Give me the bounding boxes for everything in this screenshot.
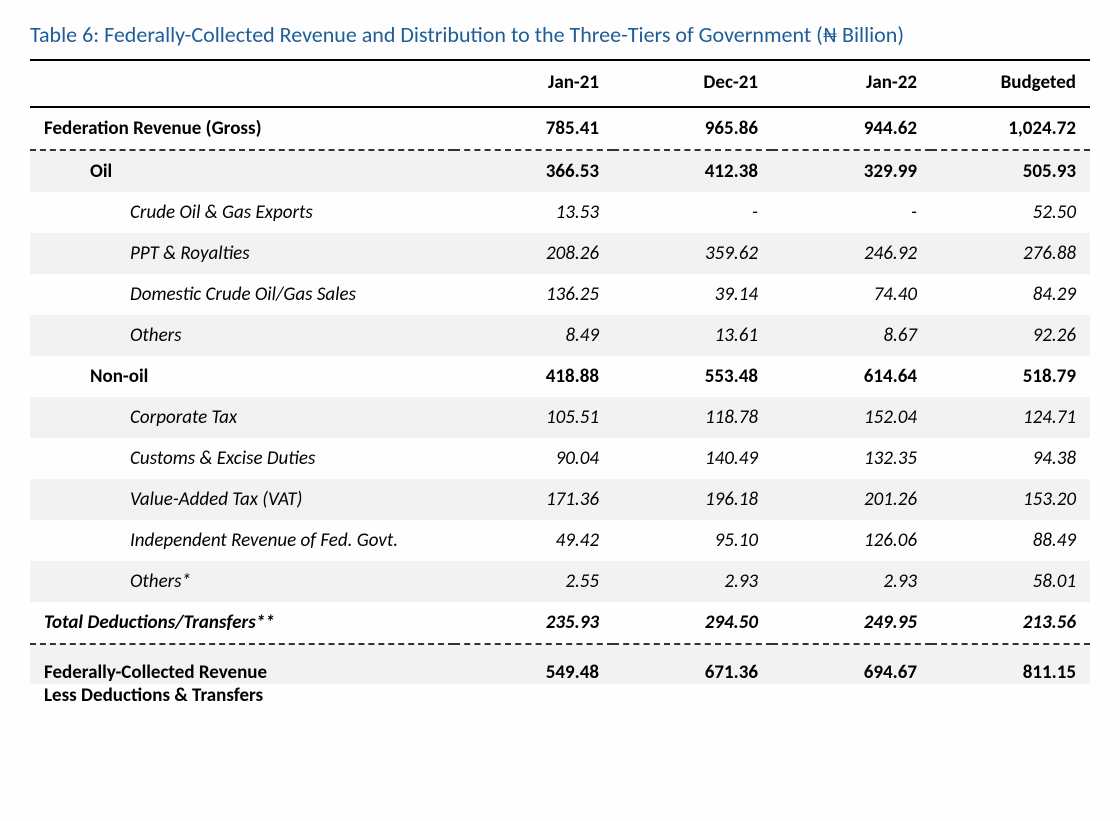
cell-value: 785.41 [454,107,613,150]
row-vat: Value-Added Tax (VAT) 171.36 196.18 201.… [30,479,1090,520]
cell-label: Others* [30,561,454,602]
cell-value: 88.49 [931,520,1090,561]
cell-value: 2.93 [772,561,931,602]
header-dec21: Dec-21 [613,60,772,107]
cell-value: 944.62 [772,107,931,150]
cell-value: 58.01 [931,561,1090,602]
cell-value: 105.51 [454,397,613,438]
cell-label: Others [30,315,454,356]
cell-value: 124.71 [931,397,1090,438]
cell-label: Total Deductions/Transfers** [30,602,454,644]
cell-value: 1,024.72 [931,107,1090,150]
cell-value: 152.04 [772,397,931,438]
row-oil: Oil 366.53 412.38 329.99 505.93 [30,150,1090,192]
cell-value: 84.29 [931,274,1090,315]
cell-label: Federation Revenue (Gross) [30,107,454,150]
cell-value: 671.36 [613,644,772,684]
cell-label: Corporate Tax [30,397,454,438]
cell-value: 412.38 [613,150,772,192]
cell-value: 126.06 [772,520,931,561]
cell-value: 201.26 [772,479,931,520]
cell-value: 49.42 [454,520,613,561]
cell-label: Customs & Excise Duties [30,438,454,479]
cell-value: 140.49 [613,438,772,479]
cell-value: 505.93 [931,150,1090,192]
cell-value: 39.14 [613,274,772,315]
row-domestic: Domestic Crude Oil/Gas Sales 136.25 39.1… [30,274,1090,315]
cell-value: 276.88 [931,233,1090,274]
cell-label: Crude Oil & Gas Exports [30,192,454,233]
row-federation-gross: Federation Revenue (Gross) 785.41 965.86… [30,107,1090,150]
header-jan22: Jan-22 [772,60,931,107]
header-budget: Budgeted [931,60,1090,107]
cell-value: 74.40 [772,274,931,315]
cell-label: Federally-Collected Revenue [30,644,454,684]
cell-value: - [772,192,931,233]
row-federally-collected: Federally-Collected Revenue 549.48 671.3… [30,644,1090,684]
cell-value: 13.53 [454,192,613,233]
cell-value: 94.38 [931,438,1090,479]
cell-value: 235.93 [454,602,613,644]
row-nonoil-others: Others* 2.55 2.93 2.93 58.01 [30,561,1090,602]
row-non-oil: Non-oil 418.88 553.48 614.64 518.79 [30,356,1090,397]
cell-value: 359.62 [613,233,772,274]
cell-value: 965.86 [613,107,772,150]
cell-label: Value-Added Tax (VAT) [30,479,454,520]
row-ppt: PPT & Royalties 208.26 359.62 246.92 276… [30,233,1090,274]
row-independent: Independent Revenue of Fed. Govt. 49.42 … [30,520,1090,561]
cell-value: 171.36 [454,479,613,520]
cell-value: 118.78 [613,397,772,438]
cell-value: 518.79 [931,356,1090,397]
cell-value: 2.93 [613,561,772,602]
cell-value: 694.67 [772,644,931,684]
cell-value: 95.10 [613,520,772,561]
cutoff-text: Less Deductions & Transfers [30,684,1090,702]
cell-label: Independent Revenue of Fed. Govt. [30,520,454,561]
cell-value: 13.61 [613,315,772,356]
cell-value: 196.18 [613,479,772,520]
cell-value: 614.64 [772,356,931,397]
cell-value: 294.50 [613,602,772,644]
header-row: Jan-21 Dec-21 Jan-22 Budgeted [30,60,1090,107]
row-oil-others: Others 8.49 13.61 8.67 92.26 [30,315,1090,356]
cell-value: 553.48 [613,356,772,397]
cell-value: 8.49 [454,315,613,356]
cell-value: 549.48 [454,644,613,684]
row-crude-exports: Crude Oil & Gas Exports 13.53 - - 52.50 [30,192,1090,233]
cell-value: 418.88 [454,356,613,397]
cell-value: 246.92 [772,233,931,274]
cell-label: Non-oil [30,356,454,397]
cell-value: 2.55 [454,561,613,602]
header-blank [30,60,454,107]
cell-value: 153.20 [931,479,1090,520]
cell-value: 213.56 [931,602,1090,644]
cell-value: 329.99 [772,150,931,192]
row-deductions: Total Deductions/Transfers** 235.93 294.… [30,602,1090,644]
cell-value: 52.50 [931,192,1090,233]
cell-value: 136.25 [454,274,613,315]
row-customs: Customs & Excise Duties 90.04 140.49 132… [30,438,1090,479]
cell-value: 132.35 [772,438,931,479]
header-jan21: Jan-21 [454,60,613,107]
cell-label: PPT & Royalties [30,233,454,274]
cell-value: 208.26 [454,233,613,274]
cell-value: 249.95 [772,602,931,644]
cell-label: Oil [30,150,454,192]
cell-value: - [613,192,772,233]
cell-value: 366.53 [454,150,613,192]
table-title: Table 6: Federally-Collected Revenue and… [30,20,1090,51]
cell-value: 90.04 [454,438,613,479]
row-corporate: Corporate Tax 105.51 118.78 152.04 124.7… [30,397,1090,438]
cell-value: 8.67 [772,315,931,356]
revenue-table: Jan-21 Dec-21 Jan-22 Budgeted Federation… [30,59,1090,684]
cell-value: 811.15 [931,644,1090,684]
cell-value: 92.26 [931,315,1090,356]
cell-label: Domestic Crude Oil/Gas Sales [30,274,454,315]
